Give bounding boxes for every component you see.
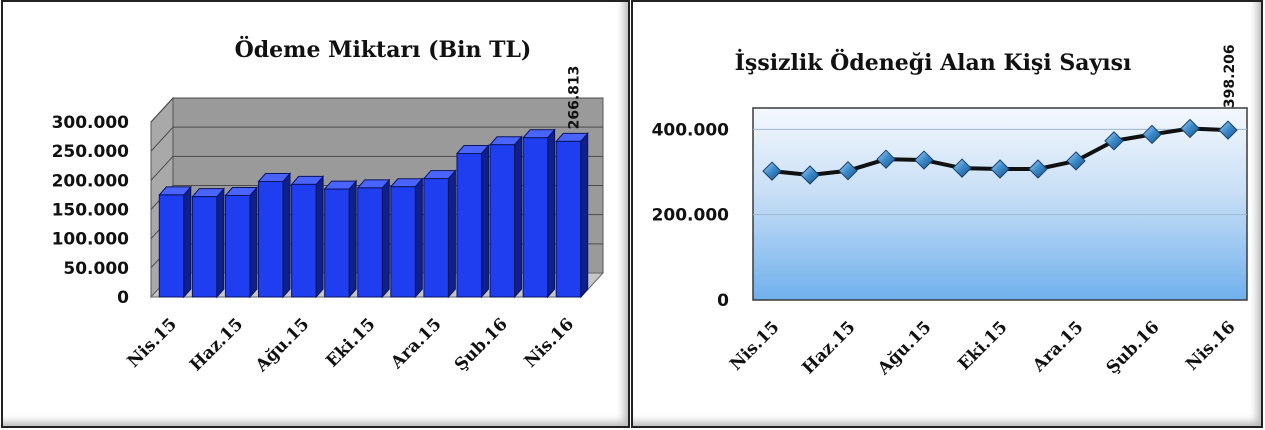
- data-point-marker: [1180, 118, 1200, 139]
- data-label: 398.206: [1222, 44, 1238, 108]
- grid-line: [150, 97, 174, 123]
- bar: [522, 128, 556, 299]
- y-tick-label: 0: [117, 288, 129, 308]
- bar: [257, 172, 292, 299]
- bar-side: [216, 187, 225, 299]
- x-tick-label: Nis.16: [1182, 317, 1239, 374]
- x-tick-label: Ağu.15: [873, 317, 935, 379]
- y-tick-label: 150.000: [52, 201, 130, 221]
- data-point-marker: [800, 165, 820, 185]
- bar-side: [547, 128, 556, 299]
- x-tick-label: Nis.15: [124, 314, 181, 371]
- bar-front: [324, 188, 350, 298]
- y-tick-label: 200.000: [52, 171, 130, 191]
- bar: [356, 178, 391, 299]
- payment-amount-chart-panel: Ödeme Miktarı (Bin TL) 0 50.000 100.000 150…: [1, 0, 630, 428]
- x-tick-label: Şub.16: [451, 314, 512, 375]
- grid-line: [150, 155, 174, 181]
- bar-side: [315, 175, 324, 299]
- bar: [224, 186, 259, 299]
- unemployment-recipients-chart-panel: İşsizlik Ödeneği Alan Kişi Sayısı 0 200.0…: [631, 0, 1263, 428]
- bar: [158, 185, 192, 299]
- y-tick-label: 100.000: [52, 230, 130, 250]
- y-tick-label: 0: [717, 291, 729, 311]
- bar-side: [514, 135, 523, 299]
- bar-front: [555, 140, 582, 298]
- x-tick-label: Haz.15: [799, 317, 860, 378]
- plot-area: [752, 107, 1248, 301]
- y-tick-label: 50.000: [63, 259, 129, 279]
- data-point-marker: [952, 158, 972, 178]
- bar-side: [183, 185, 192, 299]
- bar: [290, 175, 325, 299]
- bar-front: [357, 187, 383, 298]
- grid-line: [150, 126, 174, 152]
- bar-side: [348, 179, 357, 299]
- bar-side: [249, 186, 258, 299]
- bar: [389, 177, 424, 299]
- bar: [555, 132, 589, 299]
- bar: [323, 179, 358, 299]
- data-point-marker: [1104, 131, 1124, 151]
- bar-front: [291, 183, 317, 298]
- bar-front: [423, 178, 449, 298]
- x-tick-label: Ara.15: [1028, 317, 1087, 376]
- bar-side: [480, 144, 489, 299]
- bar-front: [224, 195, 251, 298]
- data-point-marker: [914, 150, 934, 170]
- bar-side: [381, 178, 390, 299]
- bar-front: [258, 181, 284, 298]
- y-tick-label: 200.000: [652, 206, 730, 226]
- data-point-marker: [1028, 159, 1048, 179]
- data-point-marker: [838, 161, 858, 181]
- chart-title: İşsizlik Ödeneği Alan Kişi Sayısı: [735, 48, 1132, 76]
- x-tick-label: Nis.15: [726, 317, 783, 374]
- x-tick-label: Ağu.15: [251, 314, 313, 376]
- bar-front: [158, 194, 185, 298]
- x-tick-label: Haz.15: [186, 314, 247, 375]
- data-point-marker: [876, 149, 896, 169]
- data-point-marker: [1218, 120, 1238, 140]
- bar: [455, 144, 490, 299]
- x-tick-label: Nis.16: [521, 314, 578, 371]
- x-tick-label: Ara.15: [386, 314, 445, 373]
- x-tick-label: Eki.15: [954, 317, 1011, 374]
- y-tick-label: 300.000: [52, 113, 130, 133]
- data-point-marker: [1066, 151, 1086, 171]
- bar-side: [580, 132, 589, 299]
- bar-front: [390, 186, 416, 298]
- x-tick-label: Eki.15: [322, 314, 379, 371]
- data-point-marker: [1142, 124, 1162, 145]
- bar-front: [489, 144, 516, 298]
- bar-front: [522, 137, 549, 298]
- data-point-marker: [990, 159, 1010, 179]
- bar-front: [191, 196, 218, 298]
- bar-side: [414, 177, 423, 299]
- data-label: 266.813: [566, 66, 582, 130]
- y-tick-label: 250.000: [52, 142, 130, 162]
- bar: [191, 187, 225, 299]
- bar: [422, 169, 457, 299]
- payment-amount-chart: Ödeme Miktarı (Bin TL) 0 50.000 100.000 150…: [52, 35, 605, 377]
- bar-side: [282, 172, 291, 299]
- chart-title: Ödeme Miktarı (Bin TL): [235, 35, 532, 63]
- unemployment-recipients-chart: İşsizlik Ödeneği Alan Kişi Sayısı 0 200.0…: [652, 44, 1248, 380]
- bar-side: [447, 169, 456, 299]
- x-tick-label: Şub.16: [1103, 317, 1164, 378]
- y-tick-label: 400.000: [652, 120, 730, 140]
- bar: [488, 135, 523, 299]
- bar-front: [456, 153, 482, 298]
- data-point-marker: [762, 161, 782, 181]
